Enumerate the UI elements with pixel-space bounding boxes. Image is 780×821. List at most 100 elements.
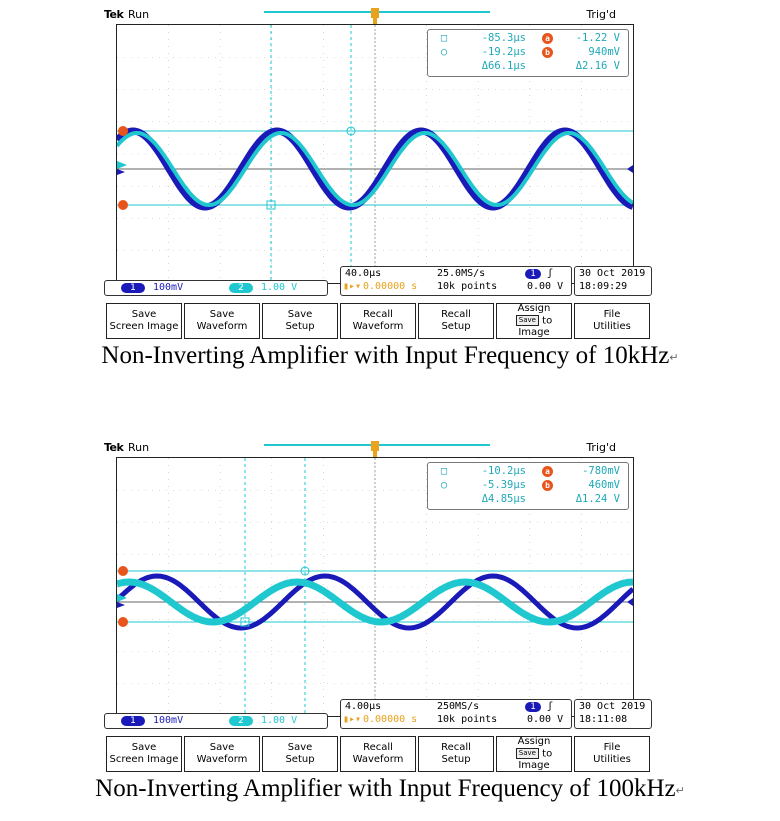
save-key-icon: Save	[515, 747, 539, 759]
trig-slope-icon: ʃ	[547, 701, 554, 712]
ch2-badge: 2	[229, 716, 253, 726]
softkey-label: Screen Image	[109, 321, 179, 332]
circle-cursor-icon: ○	[440, 479, 448, 491]
trigger-marker-icon	[371, 441, 379, 461]
softkey-label: Save	[131, 742, 157, 753]
softkey-label: Recall	[441, 742, 471, 753]
ch1-waveform	[117, 573, 633, 631]
cursor-a-badge: a	[542, 33, 553, 44]
timebase-box: 40.0µs 25.0MS/s 1 ʃ ▮▸▾ 0.00000 s 10k po…	[340, 266, 572, 296]
ch2-waveform	[117, 578, 633, 626]
save-setup-button[interactable]: Save Setup	[262, 303, 338, 339]
softkey-label: Waveform	[352, 321, 404, 332]
circle-cursor-marker	[300, 566, 310, 576]
cursor-delta-time: Δ66.1µs	[481, 60, 526, 72]
trigger-level-marker	[627, 165, 633, 173]
figure-caption-2: Non-Inverting Amplifier with Input Frequ…	[0, 775, 780, 803]
cursor-b-edge-marker	[118, 566, 128, 576]
recall-setup-button[interactable]: Recall Setup	[418, 736, 494, 772]
cursor-a-edge-marker	[118, 200, 128, 210]
save-setup-button[interactable]: Save Setup	[262, 736, 338, 772]
softkey-label: Utilities	[593, 321, 631, 332]
cursor-b-time: -19.2µs	[481, 46, 526, 58]
recall-waveform-button[interactable]: Recall Waveform	[340, 736, 416, 772]
channel-scale-box: 1 100mV 2 1.00 V	[104, 280, 328, 296]
ch1-badge: 1	[121, 283, 145, 293]
cursor-b-voltage: 940mV	[588, 46, 620, 58]
softkey-label: Save	[287, 309, 313, 320]
ch1-scale: 100mV	[153, 715, 184, 726]
assign-save-button[interactable]: Assign Save to Image	[496, 736, 572, 772]
cursor-delta-voltage: Δ2.16 V	[575, 60, 620, 72]
time-per-div: 40.0µs	[345, 268, 382, 279]
softkey-menu-1: Save Screen Image Save Waveform Save Setup …	[104, 303, 652, 339]
date: 30 Oct 2019	[579, 701, 646, 712]
trigger-level: 0.00 V	[527, 714, 564, 725]
scope-screenshot-1: Tek Run Trig'd □ -85.3µs a -1.22 V ○ -19…	[104, 8, 652, 306]
save-screen-image-button[interactable]: Save Screen Image	[106, 736, 182, 772]
softkey-label: Image	[518, 327, 550, 339]
square-cursor-marker	[266, 200, 276, 210]
file-utilities-button[interactable]: File Utilities	[574, 736, 650, 772]
trig-arrow-icon: ▮▸▾	[343, 281, 362, 292]
trigger-level: 0.00 V	[527, 281, 564, 292]
trig-ch-badge: 1	[525, 702, 541, 712]
ch2-scale: 1.00 V	[261, 715, 298, 726]
cursor-a-time: -10.2µs	[481, 465, 526, 477]
softkey-label: Setup	[441, 754, 471, 765]
time: 18:11:08	[579, 714, 628, 725]
file-utilities-button[interactable]: File Utilities	[574, 303, 650, 339]
softkey-menu-2: Save Screen Image Save Waveform Save Setup …	[104, 736, 652, 772]
recall-waveform-button[interactable]: Recall Waveform	[340, 303, 416, 339]
softkey-label: Save	[131, 309, 157, 320]
softkey-label: Recall	[363, 742, 393, 753]
ch1-ground-marker	[117, 602, 125, 608]
cursor-delta-voltage: Δ1.24 V	[575, 493, 620, 505]
graticule	[117, 25, 633, 283]
cursor-a-edge-marker	[118, 617, 128, 627]
recall-setup-button[interactable]: Recall Setup	[418, 303, 494, 339]
save-waveform-button[interactable]: Save Waveform	[184, 736, 260, 772]
trig-arrow-icon: ▮▸▾	[343, 714, 362, 725]
trigger-marker-icon	[371, 8, 379, 28]
sample-rate: 25.0MS/s	[437, 268, 486, 279]
ch1-scale: 100mV	[153, 282, 184, 293]
square-cursor-marker	[240, 617, 250, 627]
scope-screenshot-2: Tek Run Trig'd □ -10.2µs a -780mV ○ -5.3…	[104, 441, 652, 739]
timebase-box: 4.00µs 250MS/s 1 ʃ ▮▸▾ 0.00000 s 10k poi…	[340, 699, 572, 729]
brand-label: Tek	[104, 441, 124, 454]
cursor-b-badge: b	[542, 47, 553, 58]
waveform-display: □ -85.3µs a -1.22 V ○ -19.2µs b 940mV Δ6…	[116, 24, 634, 284]
save-key-icon: Save	[515, 314, 539, 326]
softkey-label: Recall	[363, 309, 393, 320]
ch2-scale: 1.00 V	[261, 282, 298, 293]
softkey-label: Assign	[517, 302, 551, 314]
cursor-a-voltage: -780mV	[582, 465, 620, 477]
cursor-a-time: -85.3µs	[481, 32, 526, 44]
softkey-label: File	[603, 309, 621, 320]
trig-slope-icon: ʃ	[547, 268, 554, 279]
cursor-b-edge-marker	[118, 126, 128, 136]
cursor-b-badge: b	[542, 480, 553, 491]
softkey-label: Recall	[441, 309, 471, 320]
softkey-label: Screen Image	[109, 754, 179, 765]
graticule	[117, 458, 633, 716]
softkey-label: Waveform	[196, 754, 248, 765]
cursor-a-voltage: -1.22 V	[575, 32, 620, 44]
trigger-position: 0.00000 s	[363, 714, 418, 725]
save-waveform-button[interactable]: Save Waveform	[184, 303, 260, 339]
softkey-label: File	[603, 742, 621, 753]
assign-save-button[interactable]: Assign Save to Image	[496, 303, 572, 339]
record-length: 10k points	[437, 714, 498, 725]
channel-scale-box: 1 100mV 2 1.00 V	[104, 713, 328, 729]
trigger-position: 0.00000 s	[363, 281, 418, 292]
softkey-label: Waveform	[196, 321, 248, 332]
run-state: Run	[128, 8, 150, 21]
cursor-a-badge: a	[542, 466, 553, 477]
save-screen-image-button[interactable]: Save Screen Image	[106, 303, 182, 339]
softkey-label: Assign	[517, 735, 551, 747]
scope-header: Tek Run Trig'd	[104, 8, 652, 28]
waveform-display: □ -10.2µs a -780mV ○ -5.39µs b 460mV Δ4.…	[116, 457, 634, 717]
scope-header: Tek Run Trig'd	[104, 441, 652, 461]
cursor-b-voltage: 460mV	[588, 479, 620, 491]
